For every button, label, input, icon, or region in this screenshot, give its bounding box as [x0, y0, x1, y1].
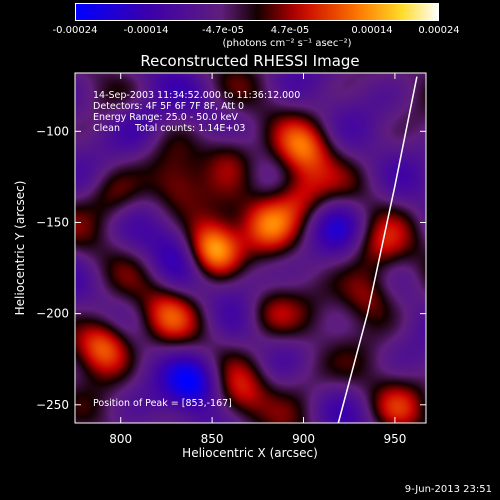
y-tick-label: −100 [36, 124, 69, 138]
colorbar-tick-label: 0.00024 [418, 25, 460, 36]
colorbar-tick-label: -0.00024 [52, 25, 98, 36]
colorbar-tick-label: 0.00014 [351, 25, 393, 36]
colorbar-tick-label: -4.7e-05 [202, 25, 244, 36]
annotation-peak-position: Position of Peak = [853,-167] [93, 398, 232, 409]
y-axis-ticks: −100 −150 −200 −250 [36, 124, 426, 412]
x-axis-ticks: 800 850 900 950 [109, 73, 406, 446]
y-tick-label: −150 [36, 215, 69, 229]
annotation-method: Clean Total counts: 1.14E+03 [93, 123, 246, 134]
x-tick-label: 900 [292, 432, 315, 446]
annotation-time-range: 14-Sep-2003 11:34:52.000 to 11:36:12.000 [93, 90, 301, 101]
annotation-energy-range: Energy Range: 25.0 - 50.0 keV [93, 112, 238, 123]
heatmap-image [75, 73, 426, 423]
x-tick-label: 950 [383, 432, 406, 446]
y-tick-label: −200 [36, 307, 69, 321]
x-tick-label: 800 [109, 432, 132, 446]
solar-limb-line [337, 76, 418, 424]
colorbar [75, 3, 439, 21]
chart-title: Reconstructed RHESSI Image [140, 52, 360, 70]
x-axis-label: Heliocentric X (arcsec) [182, 446, 318, 460]
colorbar-tick-label: 4.7e-05 [270, 25, 310, 36]
plot-frame [74, 72, 427, 424]
y-tick-label: −250 [36, 398, 69, 412]
y-axis-label: Heliocentric Y (arcsec) [13, 181, 27, 316]
colorbar-units: (photons cm⁻² s⁻¹ asec⁻²) [222, 38, 352, 49]
x-tick-label: 850 [201, 432, 224, 446]
colorbar-tick-label: -0.00014 [123, 25, 169, 36]
timestamp-footer: 9-Jun-2013 23:51 [404, 484, 492, 495]
annotation-detectors: Detectors: 4F 5F 6F 7F 8F, Att 0 [93, 101, 245, 112]
